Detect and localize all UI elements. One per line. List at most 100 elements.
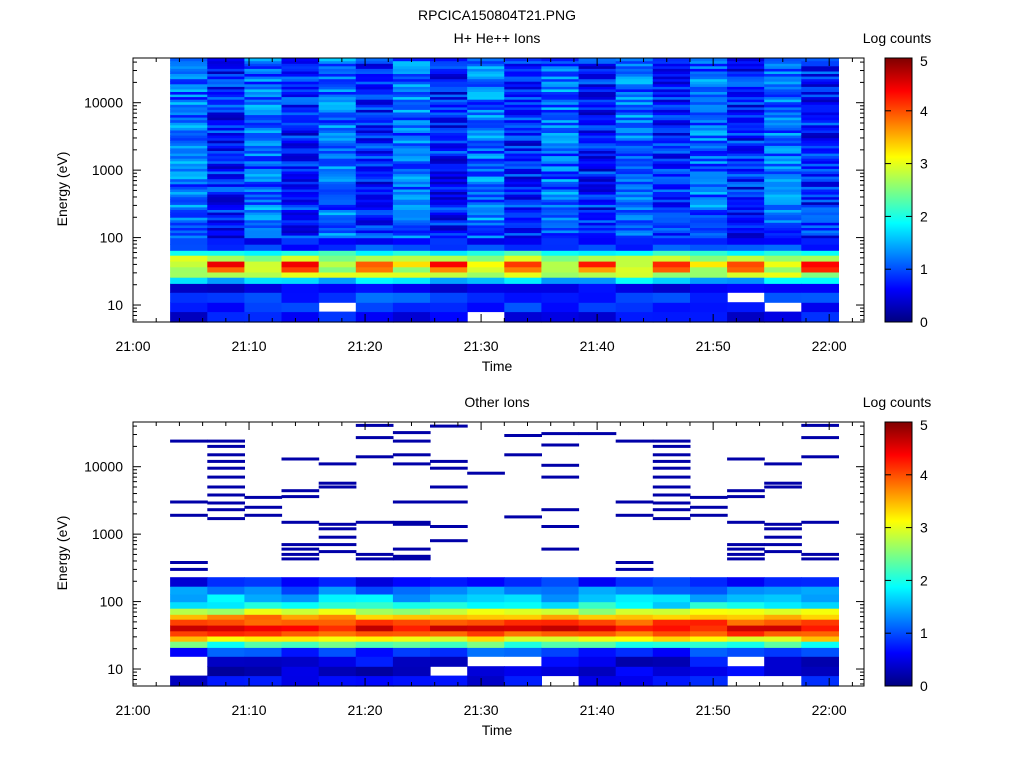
heatmap-cell [281, 261, 320, 268]
heatmap-cell [318, 235, 357, 239]
heatmap-cell [504, 675, 542, 687]
heatmap-cell [541, 99, 580, 103]
heatmap-cell [281, 647, 320, 657]
heatmap-cell [615, 150, 654, 154]
heatmap-cell [318, 675, 357, 687]
heatmap-cell [578, 196, 617, 200]
heatmap-cell [541, 277, 580, 284]
heatmap-cell [615, 191, 654, 195]
heatmap-cell [207, 444, 245, 448]
heatmap-cell [170, 271, 208, 278]
heatmap-cell [170, 58, 208, 62]
heatmap-cell [541, 211, 580, 216]
heatmap-cell [764, 608, 802, 615]
heatmap-cell [467, 222, 505, 226]
heatmap-cell [467, 129, 505, 133]
heatmap-cell [318, 277, 357, 284]
heatmap-cell [207, 96, 245, 100]
heatmap-cell [541, 547, 580, 551]
heatmap-cell [801, 227, 839, 231]
heatmap-cell [467, 160, 505, 164]
heatmap-cell [615, 119, 654, 123]
heatmap-cell [541, 196, 580, 200]
heatmap-cell [467, 145, 505, 149]
heatmap-cell [355, 229, 394, 234]
heatmap-cell [504, 201, 542, 205]
heatmap-cell [430, 229, 468, 234]
heatmap-cell [727, 109, 765, 113]
heatmap-cell [207, 152, 245, 157]
heatmap-cell [615, 127, 654, 131]
heatmap-cell [578, 647, 617, 657]
heatmap-cell [764, 114, 802, 118]
heatmap-cell [467, 577, 505, 587]
heatmap-cell [281, 457, 320, 461]
heatmap-cell [244, 505, 283, 509]
heatmap-cell [690, 86, 728, 90]
heatmap-cell [207, 93, 245, 98]
heatmap-cell [467, 93, 505, 98]
heatmap-cell [764, 535, 802, 539]
heatmap-cell [170, 181, 208, 185]
heatmap-cell [690, 593, 728, 603]
heatmap-cell [541, 111, 580, 116]
heatmap-cell [615, 619, 654, 626]
heatmap-cell [801, 145, 839, 149]
heatmap-cell [467, 261, 505, 268]
heatmap-cell [727, 224, 765, 228]
heatmap-cell [281, 489, 320, 493]
heatmap-cell [392, 70, 431, 74]
heatmap-cell [355, 311, 394, 323]
heatmap-cell [207, 63, 245, 67]
heatmap-cell [467, 168, 505, 172]
heatmap-cell [764, 188, 802, 192]
heatmap-cell [281, 60, 320, 64]
heatmap-cell [615, 237, 654, 245]
heatmap-cell [281, 227, 320, 231]
heatmap-cell [764, 232, 802, 236]
heatmap-cell [355, 186, 394, 190]
heatmap-cell [615, 73, 654, 77]
heatmap-cell [764, 60, 802, 64]
heatmap-cell [727, 489, 765, 493]
heatmap-cell [207, 68, 245, 72]
heatmap-cell [764, 227, 802, 231]
heatmap-cell [467, 641, 505, 648]
heatmap-cell [244, 222, 283, 226]
heatmap-cell [801, 60, 839, 64]
heatmap-cell [578, 614, 617, 620]
heatmap-cell [392, 109, 431, 113]
heatmap-cell [578, 150, 617, 154]
heatmap-cell [652, 601, 691, 609]
heatmap-cell [170, 641, 208, 648]
heatmap-cell [392, 586, 431, 595]
heatmap-cell [467, 178, 505, 182]
heatmap-cell [652, 145, 691, 149]
heatmap-cell [764, 150, 802, 154]
heatmap-cell [467, 608, 505, 615]
heatmap-cell [244, 178, 283, 182]
heatmap-cell [541, 630, 580, 637]
heatmap-cell [541, 93, 580, 98]
heatmap-cell [615, 106, 654, 110]
heatmap-cell [652, 106, 691, 110]
heatmap-cell [764, 165, 802, 169]
heatmap-cell [244, 147, 283, 151]
heatmap-cell [318, 619, 357, 626]
heatmap-cell [690, 219, 728, 223]
heatmap-cell [764, 522, 802, 526]
heatmap-cell [244, 255, 283, 262]
heatmap-cell [727, 183, 765, 187]
heatmap-cell [541, 250, 580, 256]
heatmap-cell [318, 485, 357, 489]
heatmap-cell [801, 88, 839, 92]
heatmap-cell [764, 168, 802, 172]
heatmap-cell [207, 132, 245, 136]
heatmap-cell [355, 155, 394, 159]
heatmap-cell [541, 475, 580, 479]
heatmap-cell [430, 614, 468, 620]
heatmap-cell [467, 137, 505, 141]
heatmap-cell [207, 485, 245, 489]
